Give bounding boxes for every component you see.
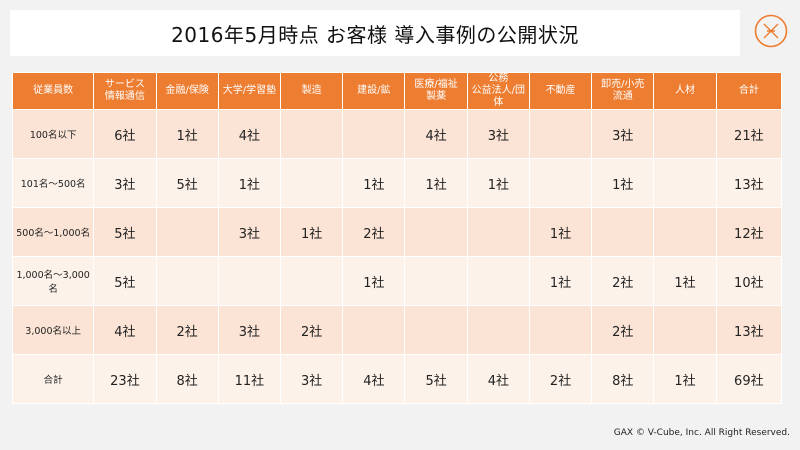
table-cell: 12社 xyxy=(716,208,781,256)
table-cell: 1社 xyxy=(343,257,405,305)
page-title: 2016年5月時点 お客様 導入事例の公開状況 xyxy=(171,22,579,47)
table-cell: 4社 xyxy=(343,355,405,403)
table-cell xyxy=(654,159,716,207)
row-label: 3,000名以上 xyxy=(13,306,94,354)
table-cell: 4社 xyxy=(94,306,156,354)
table-cell: 21社 xyxy=(716,110,781,158)
column-header: 合計 xyxy=(716,73,781,109)
column-header: 大学/学習塾 xyxy=(218,73,281,109)
table-cell: 1社 xyxy=(281,208,343,256)
table-cell: 1社 xyxy=(218,159,281,207)
title-bar: 2016年5月時点 お客様 導入事例の公開状況 xyxy=(10,10,740,56)
table-cell: 5社 xyxy=(94,257,156,305)
table-cell: 5社 xyxy=(94,208,156,256)
table-cell: 1社 xyxy=(156,110,218,158)
table-cell xyxy=(156,257,218,305)
column-header: 公務 公益法人/団体 xyxy=(467,73,529,109)
column-header: サービス 情報通信 xyxy=(94,73,156,109)
table-cell: 1社 xyxy=(654,355,716,403)
table-cell: 8社 xyxy=(156,355,218,403)
column-header: 医療/福祉 製薬 xyxy=(405,73,467,109)
table-header-row: 従業員数 サービス 情報通信 金融/保険 大学/学習塾 製造 建設/鉱 医療/福祉 製薬 公務… xyxy=(13,73,781,109)
table-cell: 5社 xyxy=(405,355,467,403)
table-cell: 4社 xyxy=(467,355,529,403)
table-row: 3,000名以上 4社 2社 3社 2社 2社 13社 xyxy=(13,306,781,354)
copyright-footer: GAX © V-Cube, Inc. All Right Reserved. xyxy=(613,428,790,438)
table-cell xyxy=(405,257,467,305)
table-cell: 3社 xyxy=(218,306,281,354)
table-row: 101名～500名 3社 5社 1社 1社 1社 1社 1社 13社 xyxy=(13,159,781,207)
table-cell xyxy=(156,208,218,256)
diamond-logo-icon xyxy=(754,14,788,48)
table-cell xyxy=(529,110,592,158)
table-cell: 2社 xyxy=(281,306,343,354)
column-header: 人材 xyxy=(654,73,716,109)
column-header: 不動産 xyxy=(529,73,592,109)
table-cell: 23社 xyxy=(94,355,156,403)
table-cell: 3社 xyxy=(94,159,156,207)
table-cell: 3社 xyxy=(592,110,654,158)
case-study-table: 従業員数 サービス 情報通信 金融/保険 大学/学習塾 製造 建設/鉱 医療/福祉 製薬 公務… xyxy=(12,72,782,404)
table-cell xyxy=(281,110,343,158)
table-cell: 13社 xyxy=(716,159,781,207)
column-header: 卸売/小売 流通 xyxy=(592,73,654,109)
table-cell xyxy=(467,306,529,354)
table-cell: 2社 xyxy=(343,208,405,256)
row-label: 100名以下 xyxy=(13,110,94,158)
table-cell xyxy=(218,257,281,305)
table-cell: 4社 xyxy=(405,110,467,158)
table-cell xyxy=(529,159,592,207)
table-cell xyxy=(281,159,343,207)
row-label: 500名～1,000名 xyxy=(13,208,94,256)
table-row: 1,000名～3,000名 5社 1社 1社 2社 1社 10社 xyxy=(13,257,781,305)
table-cell: 10社 xyxy=(716,257,781,305)
table-cell xyxy=(592,208,654,256)
table-cell: 13社 xyxy=(716,306,781,354)
table-cell: 3社 xyxy=(281,355,343,403)
table-cell xyxy=(654,110,716,158)
column-header: 従業員数 xyxy=(13,73,94,109)
table-cell: 2社 xyxy=(592,306,654,354)
table-cell: 4社 xyxy=(218,110,281,158)
table-cell xyxy=(529,306,592,354)
table-cell xyxy=(654,208,716,256)
table-cell: 1社 xyxy=(343,159,405,207)
table-cell xyxy=(343,306,405,354)
row-label: 101名～500名 xyxy=(13,159,94,207)
table-cell: 1社 xyxy=(529,257,592,305)
table-cell: 2社 xyxy=(592,257,654,305)
table-cell xyxy=(467,257,529,305)
table-cell: 69社 xyxy=(716,355,781,403)
table-cell xyxy=(405,306,467,354)
table-cell: 1社 xyxy=(405,159,467,207)
table-cell: 5社 xyxy=(156,159,218,207)
table-cell: 3社 xyxy=(218,208,281,256)
table-cell: 1社 xyxy=(592,159,654,207)
table-cell: 8社 xyxy=(592,355,654,403)
table-cell: 11社 xyxy=(218,355,281,403)
total-row: 合計 23社 8社 11社 3社 4社 5社 4社 2社 8社 1社 69社 xyxy=(13,355,781,403)
table-cell: 1社 xyxy=(467,159,529,207)
column-header: 金融/保険 xyxy=(156,73,218,109)
column-header: 製造 xyxy=(281,73,343,109)
table-cell: 2社 xyxy=(529,355,592,403)
table-cell xyxy=(405,208,467,256)
table-cell: 3社 xyxy=(467,110,529,158)
table-cell xyxy=(467,208,529,256)
table-cell xyxy=(343,110,405,158)
row-label: 合計 xyxy=(13,355,94,403)
table-cell: 2社 xyxy=(156,306,218,354)
table-row: 100名以下 6社 1社 4社 4社 3社 3社 21社 xyxy=(13,110,781,158)
table-cell: 1社 xyxy=(529,208,592,256)
table-row: 500名～1,000名 5社 3社 1社 2社 1社 12社 xyxy=(13,208,781,256)
table-cell: 6社 xyxy=(94,110,156,158)
table-cell xyxy=(654,306,716,354)
column-header: 建設/鉱 xyxy=(343,73,405,109)
table-cell xyxy=(281,257,343,305)
row-label: 1,000名～3,000名 xyxy=(13,257,94,305)
table-cell: 1社 xyxy=(654,257,716,305)
